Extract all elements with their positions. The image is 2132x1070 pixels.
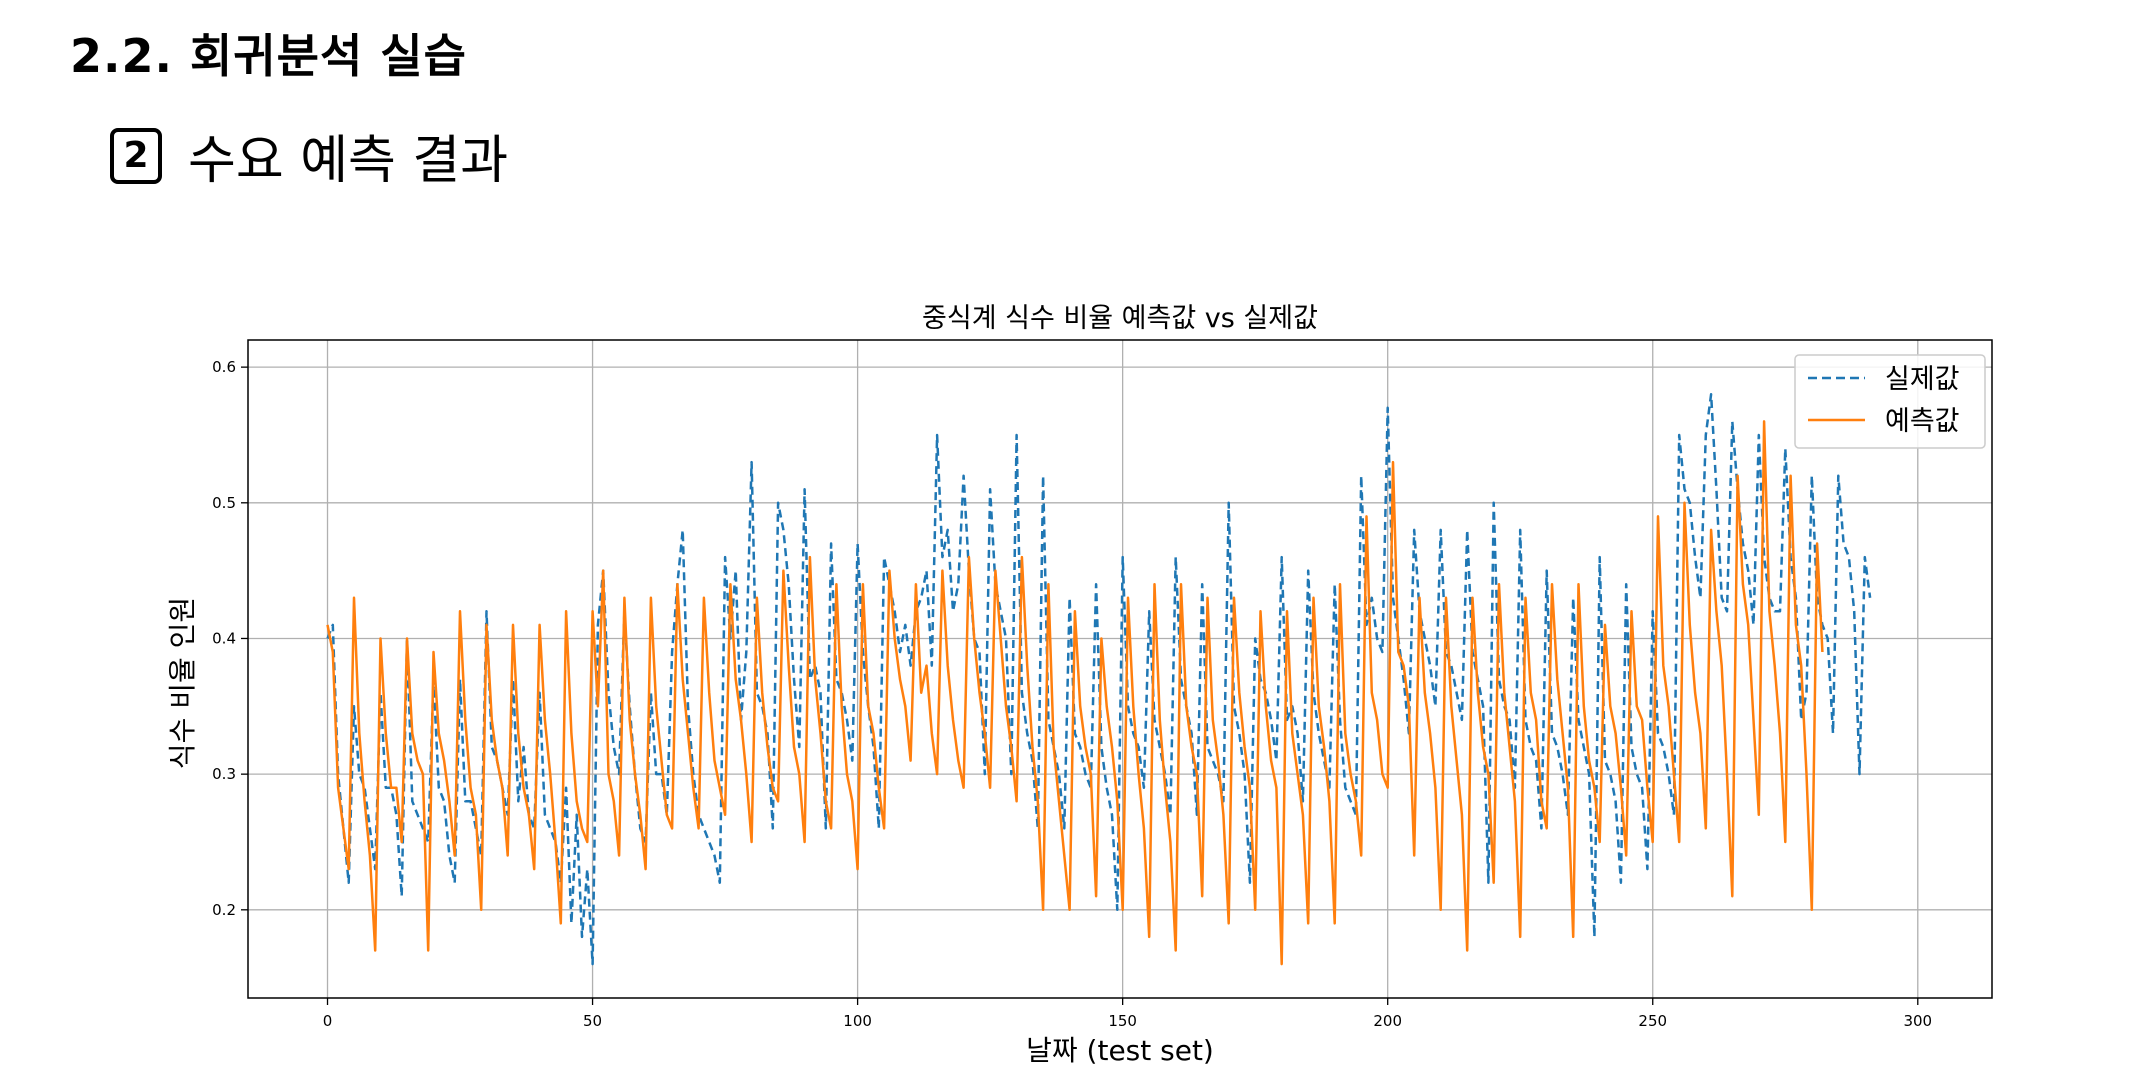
x-tick-label: 150 <box>1108 1012 1137 1030</box>
plot-frame <box>247 339 1993 999</box>
legend-label-predicted: 예측값 <box>1885 406 1960 437</box>
series-layer <box>326 393 1872 966</box>
series-line-predicted <box>326 420 1824 966</box>
y-tick-label: 0.2 <box>212 901 236 919</box>
x-tick-label: 50 <box>583 1012 602 1030</box>
chart-title: 중식계 식수 비율 예측값 vs 실제값 <box>922 303 1318 334</box>
y-axis-label: 식수 비율 인원 <box>166 597 199 769</box>
legend: 실제값 예측값 <box>1794 354 1986 449</box>
x-tick-label: 100 <box>843 1012 872 1030</box>
x-tick-label: 250 <box>1638 1012 1667 1030</box>
grid-layer <box>248 340 1992 998</box>
x-tick-label: 0 <box>323 1012 333 1030</box>
y-tick-label: 0.5 <box>212 494 236 512</box>
x-tick-label: 300 <box>1903 1012 1932 1030</box>
y-tick-label: 0.6 <box>212 358 236 376</box>
subtitle-text: 수요 예측 결과 <box>188 131 509 191</box>
x-axis-label: 날짜 (test set) <box>1026 1034 1214 1067</box>
x-tick-label: 200 <box>1373 1012 1402 1030</box>
series-line-actual <box>326 393 1872 966</box>
y-tick-label: 0.4 <box>212 629 236 647</box>
legend-label-actual: 실제값 <box>1885 364 1960 395</box>
section-title: 2.2. 회귀분석 실습 <box>70 29 467 83</box>
step-number-badge: 2 <box>110 127 162 184</box>
y-tick-label: 0.3 <box>212 765 236 783</box>
subtitle-row: 2 수요 예측 결과 <box>110 118 508 193</box>
tick-layer: 0 50 100 150 200 250 300 0.2 0.3 0.4 0.5 0.6 <box>212 358 1932 1030</box>
